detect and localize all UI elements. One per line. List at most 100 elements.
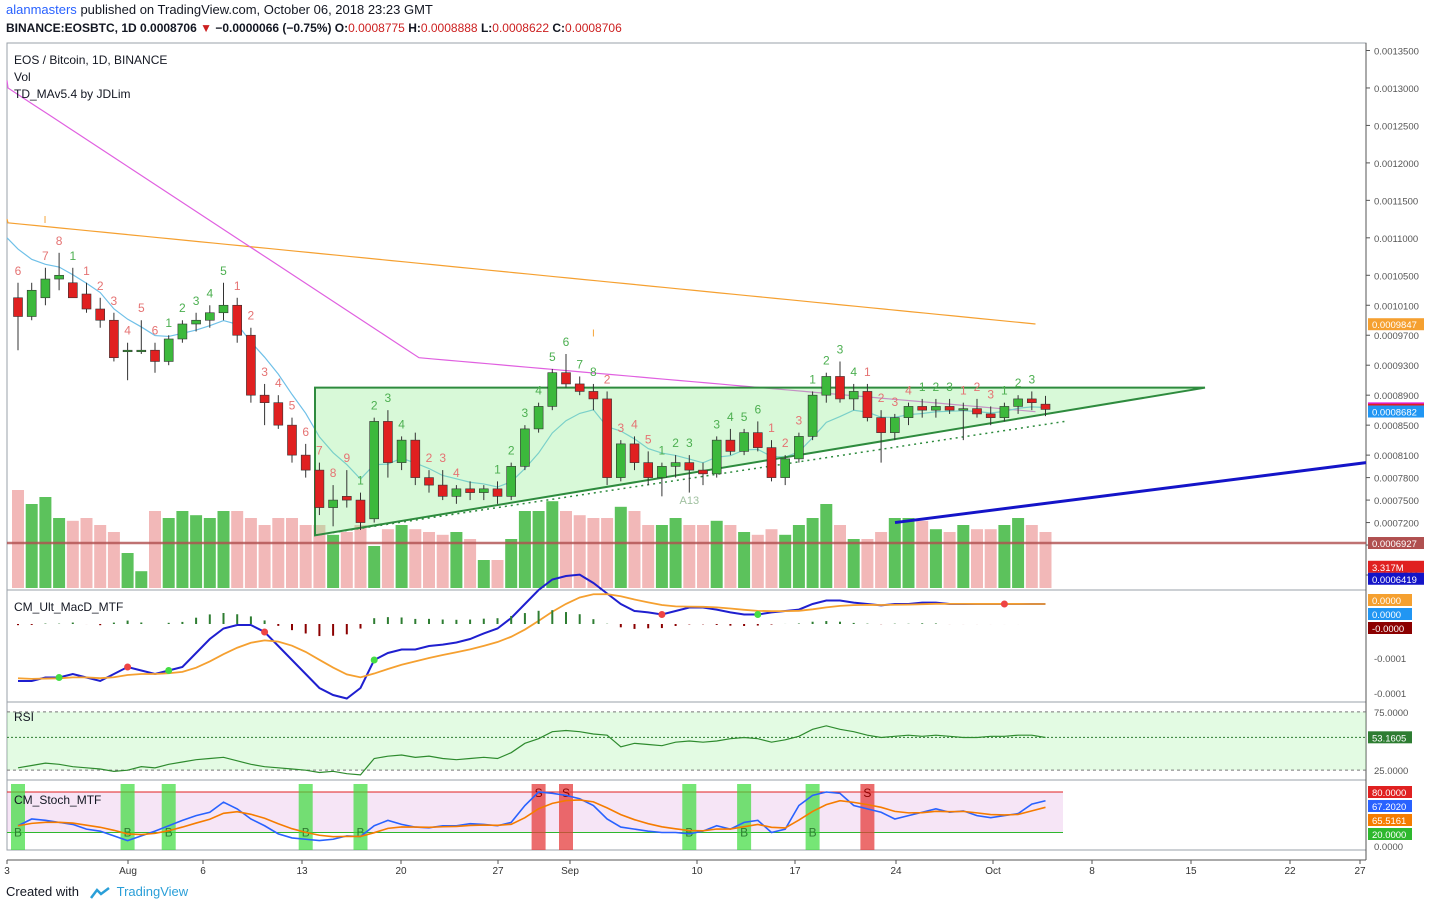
td-count-label: 3 xyxy=(261,365,268,379)
symbol-label: BINANCE:EOSBTC, 1D xyxy=(6,21,137,35)
candle-body xyxy=(602,398,612,478)
td-count-label: 4 xyxy=(206,286,213,300)
volume-bar xyxy=(162,518,175,588)
candle-body xyxy=(300,454,311,471)
candle-body xyxy=(465,488,475,493)
price-tick-label: 0.0007500 xyxy=(1374,496,1419,507)
candle xyxy=(520,425,530,471)
stoch-buy-zone xyxy=(161,784,176,850)
candle-body xyxy=(109,319,119,359)
volume-bar xyxy=(806,518,819,588)
stoch-buy-label: B xyxy=(165,826,173,840)
volume-bar xyxy=(984,529,997,588)
volume-bar xyxy=(381,529,394,588)
td-count-label: 4 xyxy=(453,466,460,480)
candle xyxy=(615,440,626,482)
volume-bar xyxy=(368,546,381,588)
volume-bar xyxy=(231,511,244,588)
td-count-label: 3 xyxy=(796,414,803,428)
candle xyxy=(725,428,736,456)
price-tag-bg xyxy=(1368,560,1424,573)
candle-body xyxy=(574,383,585,392)
price-tag-label: 0.0006419 xyxy=(1372,575,1417,586)
stoch-tag-label: 65.5161 xyxy=(1372,816,1406,827)
volume-bar xyxy=(916,520,929,588)
td-count-label: 4 xyxy=(850,365,857,379)
macd-tag-bg xyxy=(1368,622,1412,634)
volume-bar xyxy=(286,518,298,588)
time-tick-label: 27 xyxy=(1354,866,1366,877)
candle-body xyxy=(848,391,859,400)
author-link[interactable]: alanmasters xyxy=(6,2,77,17)
volume-bar xyxy=(135,571,148,588)
volume-bar xyxy=(655,525,668,588)
candle-body xyxy=(218,304,229,314)
volume-bar xyxy=(423,532,435,588)
candle xyxy=(68,267,78,299)
td-count-label: 8 xyxy=(330,466,337,480)
candle-body xyxy=(478,488,489,493)
price-tick-label: 0.0008500 xyxy=(1374,421,1419,432)
td-count-label: 1 xyxy=(357,474,364,488)
volume-bar xyxy=(628,511,641,588)
td-count-label: 7 xyxy=(42,249,49,263)
candle xyxy=(465,481,475,501)
candle xyxy=(369,417,380,523)
time-tick-label: 3 xyxy=(4,866,10,877)
macd-signal-line xyxy=(17,593,1046,680)
candle xyxy=(752,421,763,452)
candle-body xyxy=(547,372,558,407)
publish-info: published on TradingView.com, October 06… xyxy=(80,2,433,17)
candle xyxy=(1027,391,1037,411)
td-count-label: 7 xyxy=(316,444,323,458)
td-count-label: 9 xyxy=(343,451,350,465)
stoch-tag-bg xyxy=(1368,800,1412,812)
candle-body xyxy=(273,402,284,426)
candle xyxy=(944,398,955,414)
volume-bar xyxy=(587,518,600,588)
macd-cross-dot xyxy=(165,667,173,674)
candle xyxy=(506,462,517,501)
td-count-label: 2 xyxy=(933,380,940,394)
td-count-label: 8 xyxy=(590,365,597,379)
candle xyxy=(81,282,92,313)
td-count-label: 4 xyxy=(905,384,912,398)
candle-body xyxy=(95,308,105,321)
volume-bar xyxy=(738,532,751,588)
candle xyxy=(177,320,188,343)
close-value: 0.0008706 xyxy=(565,21,622,35)
stoch-buy-label: B xyxy=(14,826,22,840)
candle xyxy=(300,443,311,478)
candle xyxy=(547,368,558,411)
candle xyxy=(931,398,941,418)
candle xyxy=(424,470,434,493)
stoch-sell-zone xyxy=(531,784,546,850)
candle-body xyxy=(383,421,393,463)
candle xyxy=(917,398,928,418)
price-change: −0.0000066 (−0.75%) xyxy=(215,21,332,35)
candle-body xyxy=(355,499,366,523)
td-count-label: 7 xyxy=(576,357,583,371)
candle xyxy=(807,391,818,441)
stoch-tag-label: 67.2020 xyxy=(1372,802,1406,813)
price-tag: 0.0006419 xyxy=(1368,572,1424,586)
time-tick-label: Aug xyxy=(119,866,137,877)
td-count-label: 5 xyxy=(645,432,652,446)
td-count-label: 1 xyxy=(659,444,666,458)
price-tag-bg xyxy=(1368,537,1424,550)
price-tick-label: 0.0009300 xyxy=(1374,361,1419,372)
volume-bar xyxy=(710,520,723,588)
price-tag-bg xyxy=(1368,318,1424,331)
td-count-label: 3 xyxy=(891,395,898,409)
volume-bar xyxy=(518,511,531,588)
td-count-label: 6 xyxy=(152,324,159,338)
price-tag: 3.317M xyxy=(1368,560,1424,574)
volume-bar xyxy=(765,529,778,588)
candle-body xyxy=(780,458,791,478)
tradingview-brand-link[interactable]: TradingView xyxy=(116,884,189,899)
candle xyxy=(410,432,421,486)
price-tick-label: 0.0010100 xyxy=(1374,301,1419,312)
td-count-label: 1 xyxy=(960,384,967,398)
volume-bar xyxy=(94,525,107,588)
